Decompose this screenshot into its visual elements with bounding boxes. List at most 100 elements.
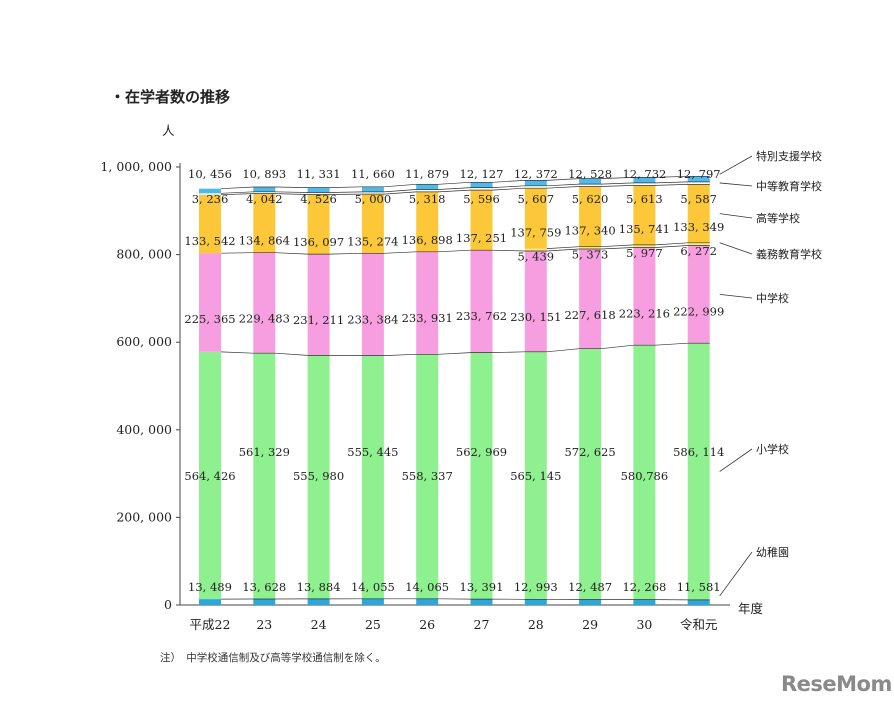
bar-segment bbox=[416, 598, 439, 605]
series-boundary-line bbox=[220, 245, 710, 255]
data-label: 562, 969 bbox=[456, 445, 507, 459]
data-label: 5, 596 bbox=[463, 192, 500, 206]
data-label: 561, 329 bbox=[239, 445, 290, 459]
legend-leader-line bbox=[719, 551, 753, 597]
data-label: 3, 236 bbox=[192, 192, 229, 206]
data-label: 5, 977 bbox=[626, 246, 663, 260]
x-tick-label: 平成22 bbox=[190, 617, 231, 632]
legend-label: 高等学校 bbox=[756, 211, 800, 225]
bar-segment bbox=[307, 598, 330, 605]
y-tick-label: 400, 000 bbox=[116, 422, 172, 437]
data-label: 4, 526 bbox=[300, 192, 337, 206]
legend-label: 小学校 bbox=[756, 442, 789, 456]
data-label: 12, 487 bbox=[568, 580, 612, 594]
bar-segment bbox=[199, 188, 221, 194]
bar-segment bbox=[361, 253, 384, 356]
bar-segment bbox=[633, 185, 656, 245]
bar-segment bbox=[524, 188, 547, 249]
data-label: 135, 274 bbox=[347, 234, 398, 248]
x-tick-label: 24 bbox=[311, 617, 327, 632]
bar-segment bbox=[687, 242, 710, 246]
bar-segment bbox=[199, 253, 221, 352]
bar-segment bbox=[470, 250, 493, 353]
data-label: 11, 879 bbox=[405, 167, 449, 181]
y-tick-label: 200, 000 bbox=[116, 509, 172, 524]
chart-title: ・在学者数の推移 bbox=[110, 88, 231, 106]
data-label: 229, 483 bbox=[239, 312, 290, 326]
y-tick-label: 600, 000 bbox=[116, 334, 172, 349]
bar-segment bbox=[687, 181, 711, 185]
legend-label: 中等教育学校 bbox=[756, 179, 822, 193]
data-label: 13, 884 bbox=[297, 580, 341, 594]
data-label: 555, 980 bbox=[293, 469, 344, 483]
y-tick-label: 1, 000, 000 bbox=[100, 159, 172, 174]
data-label: 136, 898 bbox=[402, 233, 453, 247]
legend-label: 特別支援学校 bbox=[756, 149, 822, 163]
series-boundary-line bbox=[220, 342, 710, 356]
data-label: 572, 625 bbox=[564, 445, 615, 459]
bar-segment bbox=[416, 191, 439, 252]
data-label: 5, 373 bbox=[572, 248, 609, 262]
data-label: 564, 426 bbox=[184, 469, 235, 483]
bar-segment bbox=[579, 178, 602, 185]
bar-segment bbox=[579, 599, 602, 605]
bar-segment bbox=[579, 348, 602, 600]
bar-segment bbox=[253, 252, 276, 354]
legend-label: 幼稚園 bbox=[756, 546, 789, 559]
bar-segment bbox=[633, 244, 656, 248]
bar-segment bbox=[687, 176, 710, 182]
legend-leader-line bbox=[719, 155, 753, 175]
data-label: 5, 439 bbox=[518, 250, 555, 264]
data-label: 12, 797 bbox=[677, 167, 721, 181]
data-label: 133, 349 bbox=[673, 220, 724, 234]
bar-segment bbox=[579, 246, 602, 250]
data-label: 6, 272 bbox=[680, 244, 717, 258]
bar-segment bbox=[416, 184, 439, 190]
data-label: 565, 145 bbox=[510, 469, 561, 483]
bar-segment bbox=[524, 180, 547, 186]
data-label: 5, 587 bbox=[680, 192, 717, 206]
bar-segment bbox=[687, 245, 710, 344]
bar-segment bbox=[470, 599, 493, 605]
bar-segment bbox=[470, 190, 493, 251]
data-label: 13, 628 bbox=[242, 580, 286, 594]
data-label: 5, 607 bbox=[518, 192, 555, 206]
bar-segment bbox=[470, 182, 493, 188]
bar-segment bbox=[307, 355, 330, 599]
bar-segment bbox=[361, 186, 384, 192]
legend-label: 中学校 bbox=[756, 291, 789, 305]
data-label: 230, 151 bbox=[510, 310, 561, 324]
data-label: 11, 331 bbox=[297, 167, 341, 181]
data-label: 137, 759 bbox=[510, 226, 561, 240]
x-tick-label: 令和元 bbox=[680, 617, 718, 632]
y-unit-label: 人 bbox=[162, 123, 175, 138]
data-label: 136, 097 bbox=[293, 235, 344, 249]
x-tick-label: 30 bbox=[636, 617, 652, 632]
bar-segment bbox=[579, 186, 602, 247]
data-label: 134, 864 bbox=[239, 234, 290, 248]
bar-segment bbox=[633, 345, 656, 600]
bar-segment bbox=[199, 351, 221, 600]
data-label: 12, 372 bbox=[514, 167, 558, 181]
bar-segment bbox=[687, 184, 710, 243]
series-boundary-line bbox=[220, 184, 710, 196]
data-label: 12, 528 bbox=[568, 167, 612, 181]
bar-segment bbox=[687, 599, 710, 605]
data-label: 12, 127 bbox=[460, 167, 504, 181]
data-label: 231, 211 bbox=[293, 313, 344, 327]
bar-segment bbox=[199, 194, 221, 254]
data-label: 225, 365 bbox=[184, 312, 235, 326]
chart-note: 注） 中学校通信制及び高等学校通信制を除く。 bbox=[160, 652, 386, 664]
data-label: 12, 993 bbox=[514, 580, 558, 594]
data-label: 233, 384 bbox=[347, 312, 398, 326]
data-label: 11, 660 bbox=[351, 167, 395, 181]
data-label: 555, 445 bbox=[347, 445, 398, 459]
data-label: 13, 391 bbox=[460, 580, 504, 594]
data-label: 586, 114 bbox=[673, 445, 724, 459]
bar-segment bbox=[253, 599, 276, 605]
bar-segment bbox=[307, 194, 330, 255]
bar-segment bbox=[579, 249, 602, 349]
data-label: 10, 456 bbox=[188, 167, 232, 181]
x-unit-label: 年度 bbox=[738, 601, 764, 616]
bar-segment bbox=[524, 351, 547, 600]
